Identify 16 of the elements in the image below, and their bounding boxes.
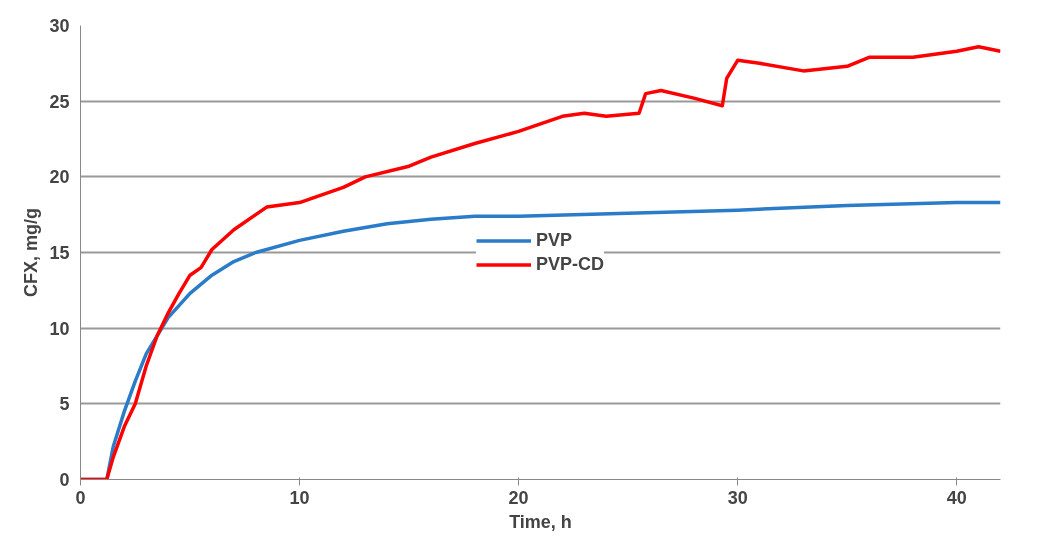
y-tick-label: 10: [49, 318, 70, 339]
x-tick-label: 30: [727, 487, 748, 508]
legend-label: PVP-CD: [535, 253, 605, 275]
x-tick-label: 0: [75, 487, 86, 508]
y-tick-label: 20: [49, 167, 70, 188]
y-axis-title: CFX, mg/g: [21, 208, 42, 297]
y-tick-label: 30: [49, 16, 70, 36]
y-tick-label: 5: [59, 394, 70, 415]
y-tick-label: 25: [49, 91, 70, 112]
legend-label: PVP: [535, 229, 573, 251]
y-tick-label: 0: [59, 470, 70, 490]
y-tick-label: 15: [49, 243, 70, 263]
x-axis-title: Time, h: [509, 511, 572, 532]
x-tick-label: 10: [289, 487, 310, 508]
x-tick-label: 40: [946, 487, 967, 508]
x-tick-label: 20: [508, 487, 529, 508]
